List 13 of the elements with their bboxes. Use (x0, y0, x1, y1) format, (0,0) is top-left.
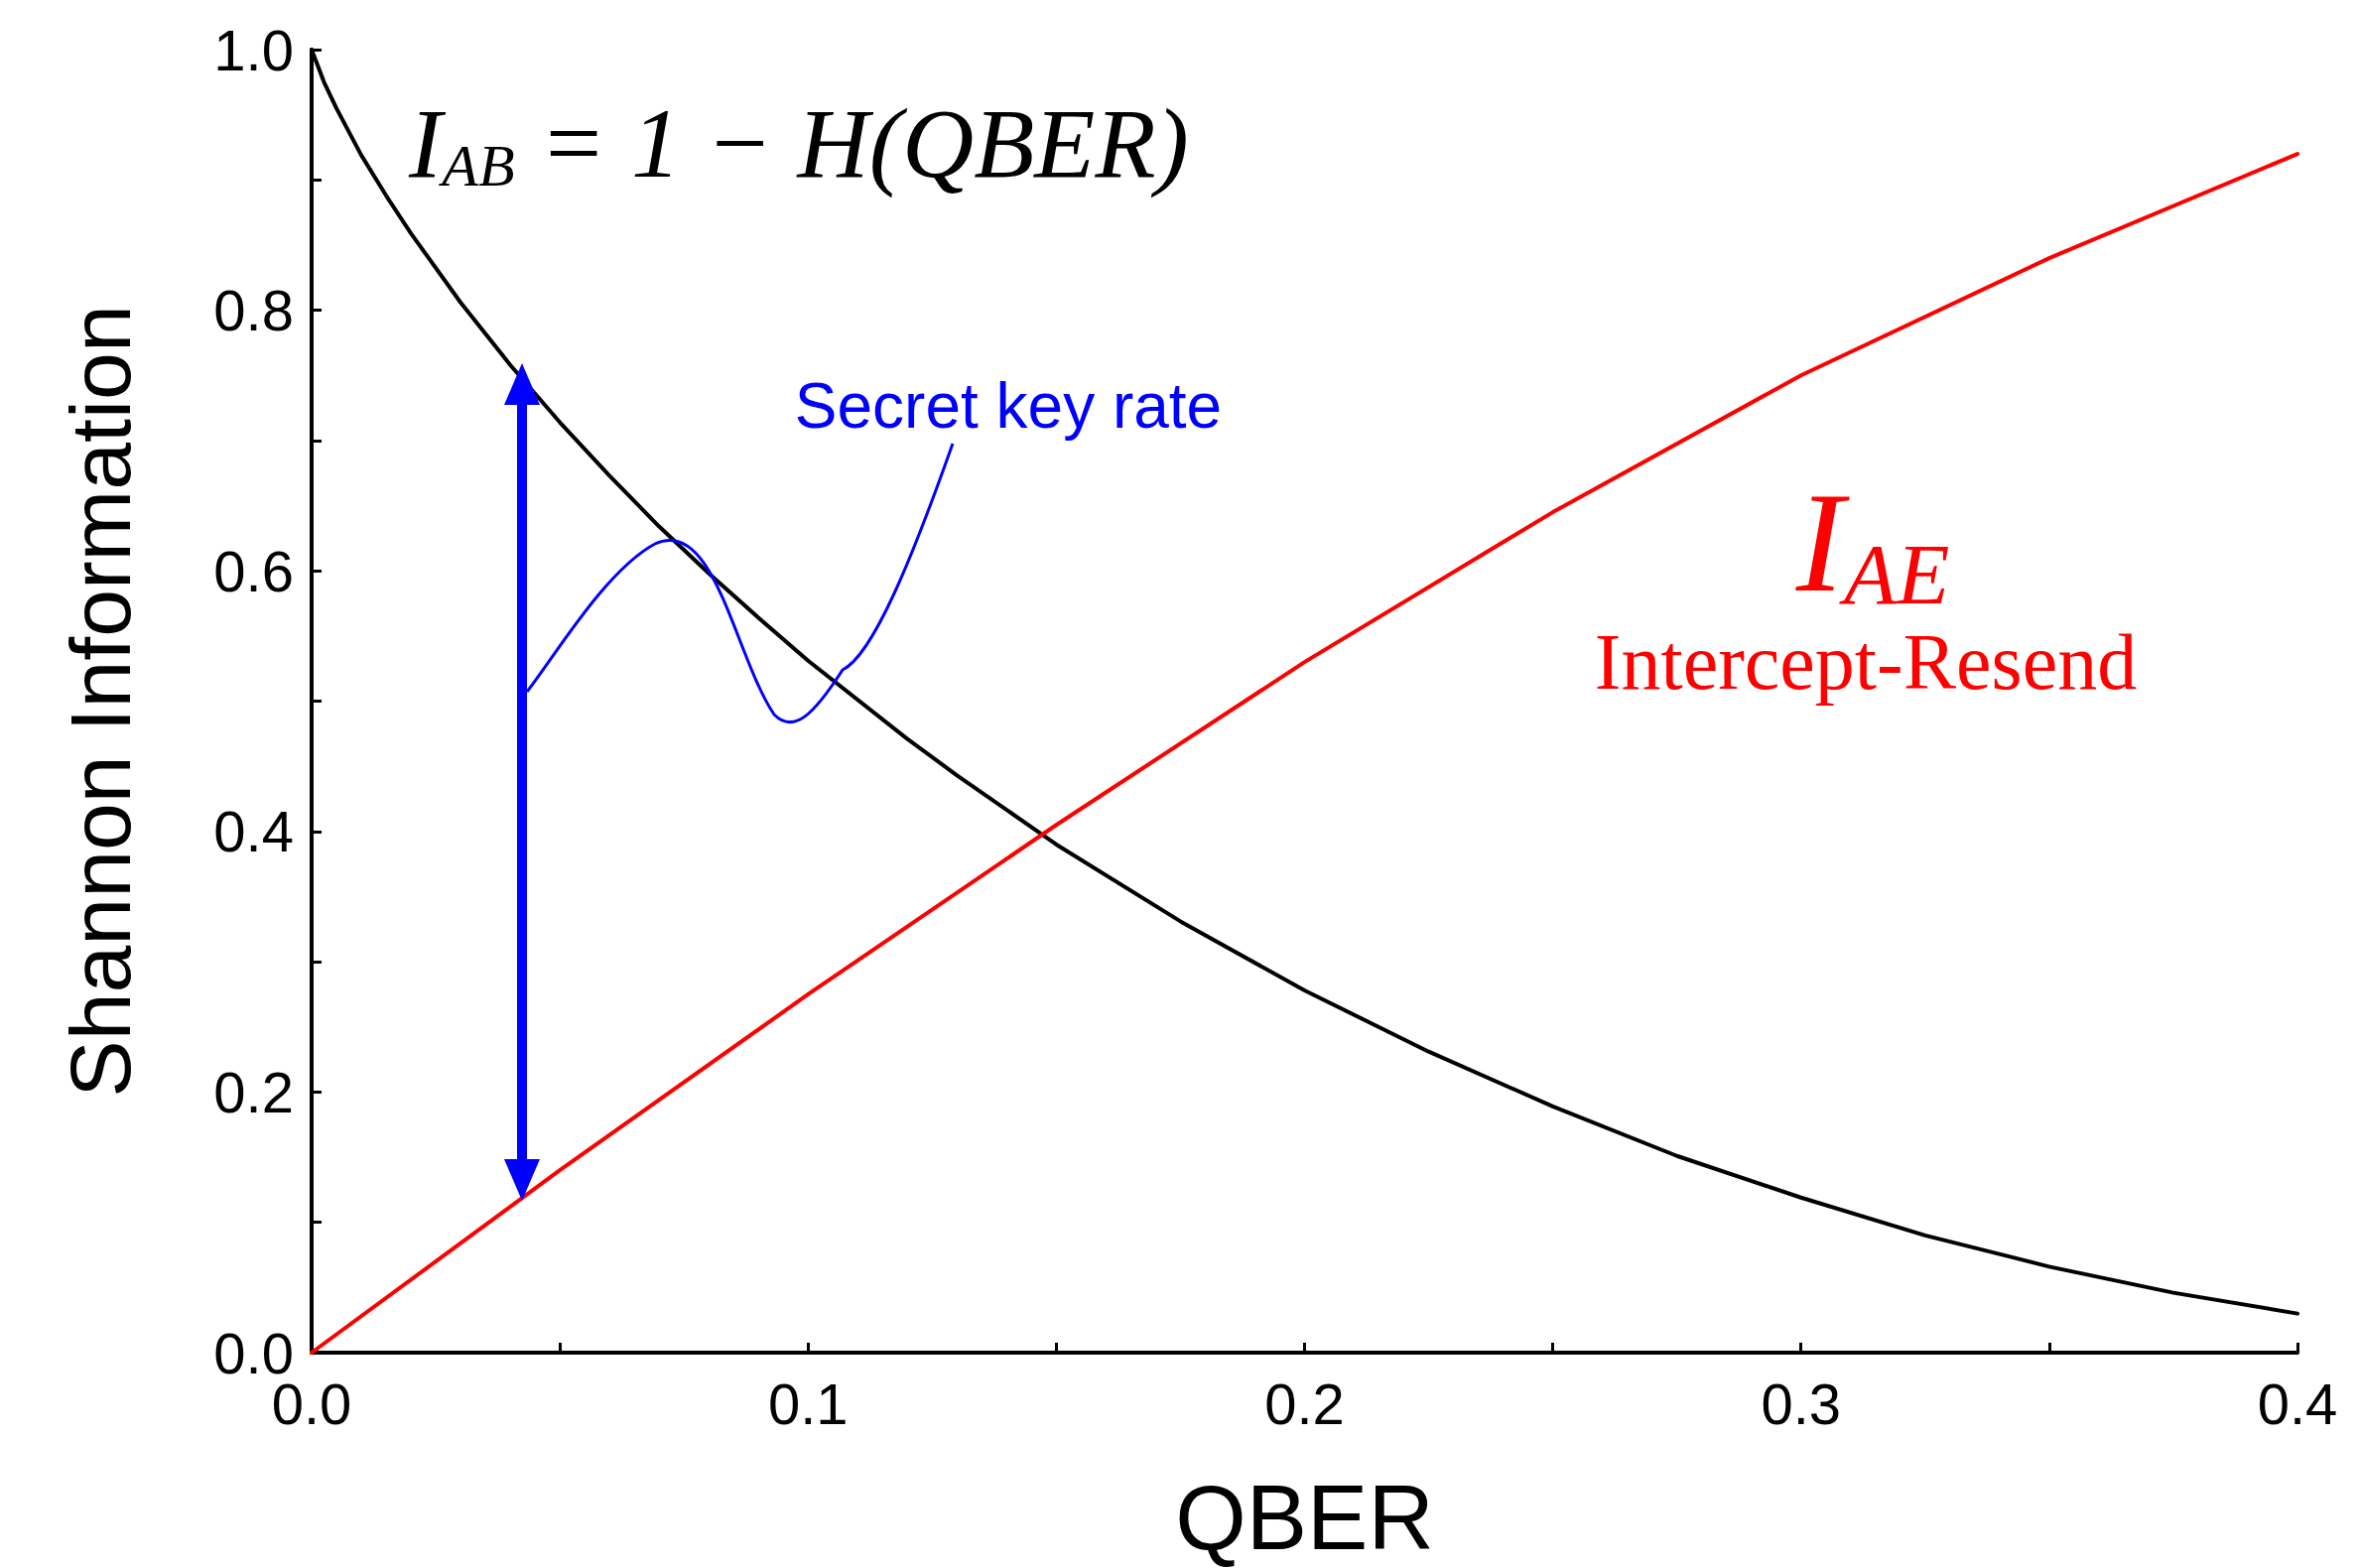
y-tick-label: 0.2 (213, 1059, 294, 1124)
y-tick-label: 0.6 (213, 538, 294, 603)
x-tick-label: 0.1 (767, 1371, 849, 1436)
x-tick-label: 0.2 (1264, 1371, 1345, 1436)
x-tick-label: 0.3 (1761, 1371, 1842, 1436)
annotation: IAB = 1 − H(QBER) (408, 87, 1189, 198)
y-tick-label: 1.0 (213, 17, 294, 82)
y-axis-title: Shannon Information (53, 305, 148, 1098)
y-tick-label: 0.8 (213, 278, 294, 343)
y-tick-label: 0.4 (213, 799, 294, 864)
annotation: Secret key rate (794, 370, 1223, 442)
x-axis-title: QBER (1175, 1467, 1434, 1568)
x-tick-label: 0.4 (2257, 1371, 2338, 1436)
